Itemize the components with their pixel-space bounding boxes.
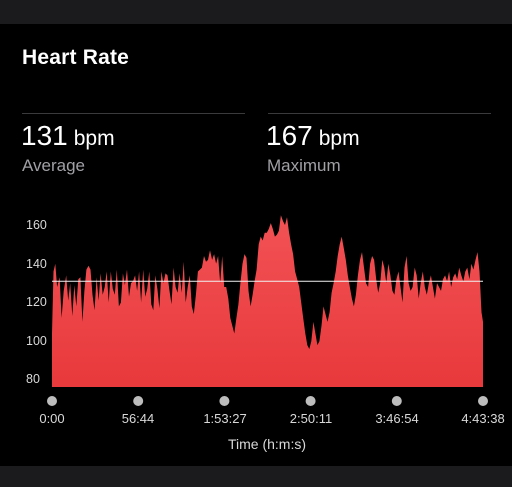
x-tick-label: 4:43:38 [461, 411, 505, 426]
x-tick-dot [47, 396, 57, 406]
y-tick-label: 160 [26, 218, 47, 232]
maximum-label: Maximum [267, 156, 341, 175]
heart-rate-card [0, 24, 512, 466]
average-value: 131 [21, 120, 68, 151]
x-tick-dot [391, 396, 402, 406]
x-tick-label: 56:44 [121, 411, 155, 426]
x-tick-label: 3:46:54 [375, 411, 419, 426]
y-tick-label: 80 [26, 372, 40, 386]
maximum-unit: bpm [318, 127, 360, 150]
heart-rate-area [52, 215, 483, 387]
y-tick-label: 140 [26, 257, 47, 271]
bottom-separator-bar [0, 466, 512, 487]
top-separator-bar [0, 0, 512, 24]
average-unit: bpm [73, 127, 115, 150]
average-label: Average [22, 156, 86, 175]
y-tick-label: 120 [26, 295, 47, 309]
maximum-value: 167 [266, 120, 313, 151]
x-tick-dot [219, 396, 230, 406]
maximum-divider [268, 113, 491, 114]
x-axis-label: Time (h:m:s) [227, 436, 307, 452]
x-tick-dot [133, 396, 144, 406]
y-tick-label: 100 [26, 334, 47, 348]
x-tick-dot [305, 396, 316, 406]
x-tick-label: 2:50:11 [289, 411, 333, 426]
average-stat: 131 bpm [21, 120, 115, 152]
card-title: Heart Rate [22, 46, 130, 69]
x-tick-label: 1:53:27 [203, 411, 247, 426]
average-divider [22, 113, 245, 114]
maximum-stat: 167 bpm [266, 120, 360, 152]
x-tick-label: 0:00 [39, 411, 65, 426]
x-tick-dot [478, 396, 488, 406]
